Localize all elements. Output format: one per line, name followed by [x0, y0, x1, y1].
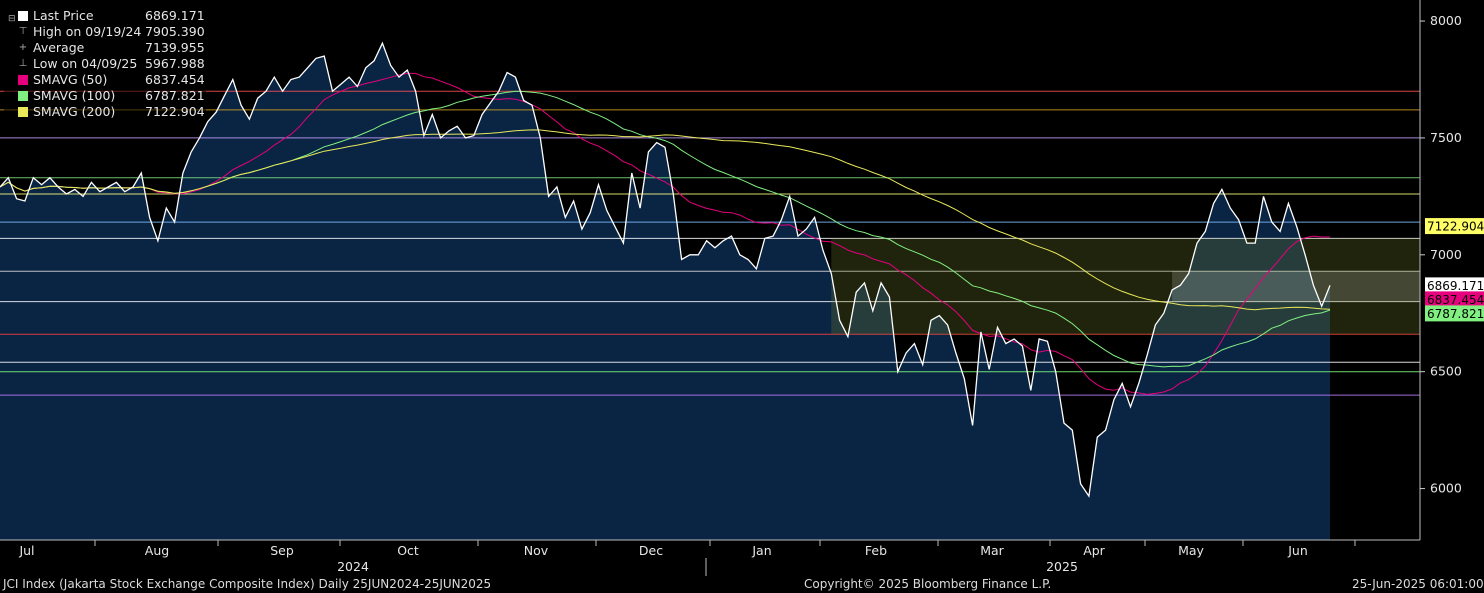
legend-value: 6787.821 — [145, 88, 205, 103]
y-tick-label-0: 6000 — [1430, 481, 1462, 496]
legend-item: SMAVG (200) 7122.904 — [4, 104, 206, 120]
x-tick-label-11: Apr — [1083, 543, 1105, 558]
collapse-icon[interactable]: ⊟ — [8, 14, 16, 24]
legend-item: + Average 7139.955 — [4, 40, 206, 56]
legend-value: 7905.390 — [145, 24, 205, 39]
footer-copyright: Copyright© 2025 Bloomberg Finance L.P. — [804, 577, 1052, 591]
x-tick-label-6: Dec — [639, 543, 663, 558]
legend-label: Average — [33, 40, 85, 55]
x-tick-label-5: Nov — [524, 543, 549, 558]
high-tick-icon: ⊤ — [18, 26, 28, 37]
x-tick-label-8: Feb — [865, 543, 887, 558]
end-label-1: 6869.171 — [1427, 279, 1484, 293]
sma-line-0 — [0, 72, 1330, 395]
end-label-box-3 — [1425, 305, 1484, 322]
legend-item: ⊥ Low on 04/09/25 5967.988 — [4, 56, 206, 72]
end-label-2: 6837.454 — [1427, 293, 1484, 307]
x-tick-label-3: 2024 — [337, 559, 369, 574]
y-tick-label-2: 7000 — [1430, 247, 1462, 262]
legend-item: SMAVG (50) 6837.454 — [4, 72, 206, 88]
x-tick-label-1: Aug — [145, 543, 169, 558]
legend-item: ⊤ High on 09/19/24 7905.390 — [4, 24, 206, 40]
legend-swatch — [18, 11, 28, 21]
range-box — [831, 238, 1420, 335]
range-box-inner — [1172, 271, 1420, 302]
footer-index-info: JCI Index (Jakarta Stock Exchange Compos… — [3, 577, 492, 591]
legend-swatch — [18, 107, 28, 117]
footer-timestamp: 25-Jun-2025 06:01:00 — [1352, 577, 1484, 591]
sma-line-2 — [0, 129, 1331, 311]
legend-label: SMAVG (200) — [33, 104, 116, 119]
legend-item: SMAVG (100) 6787.821 — [4, 88, 206, 104]
low-tick-icon: ⊥ — [18, 58, 28, 69]
x-tick-label-2: Sep — [270, 543, 294, 558]
legend-swatch — [18, 75, 28, 85]
y-tick-label-3: 7500 — [1430, 130, 1462, 145]
x-tick-label-4: Oct — [397, 543, 419, 558]
x-tick-label-7: Jan — [751, 543, 771, 558]
x-tick-label-12: May — [1178, 543, 1204, 558]
legend-value: 7139.955 — [145, 40, 205, 55]
end-label-0: 7122.904 — [1427, 220, 1484, 234]
x-tick-label-13: Jun — [1287, 543, 1308, 558]
end-label-box-2 — [1425, 291, 1484, 308]
legend-label: SMAVG (50) — [33, 72, 108, 87]
legend: ⊟ Last Price 6869.171 ⊤ High on 09/19/24 790… — [4, 8, 206, 122]
legend-value: 6869.171 — [145, 8, 205, 23]
legend-label: SMAVG (100) — [33, 88, 116, 103]
y-tick-label-4: 8000 — [1430, 13, 1462, 28]
legend-value: 5967.988 — [145, 56, 205, 71]
x-tick-label-9: Mar — [980, 543, 1004, 558]
x-tick-label-10: 2025 — [1046, 559, 1078, 574]
end-label-box-1 — [1425, 277, 1484, 294]
x-tick-label-0: Jul — [18, 543, 34, 558]
legend-label: Low on 04/09/25 — [33, 56, 138, 71]
average-tick-icon: + — [18, 42, 28, 53]
legend-label: Last Price — [33, 8, 94, 23]
legend-label: High on 09/19/24 — [33, 24, 142, 39]
legend-swatch — [18, 91, 28, 101]
legend-value: 7122.904 — [145, 104, 205, 119]
end-label-3: 6787.821 — [1427, 307, 1484, 321]
legend-item: Last Price 6869.171 — [4, 8, 206, 24]
legend-value: 6837.454 — [145, 72, 205, 87]
price-area-fill — [0, 43, 1330, 540]
y-tick-label-1: 6500 — [1430, 364, 1462, 379]
last-price-line — [0, 41, 1331, 498]
end-label-box-0 — [1425, 218, 1484, 235]
